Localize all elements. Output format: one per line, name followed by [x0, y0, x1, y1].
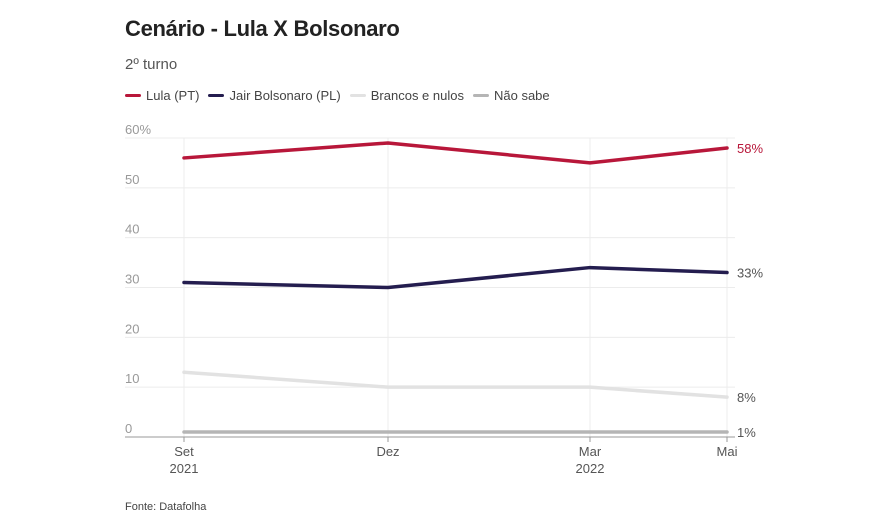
series-line — [182, 141, 729, 165]
x-tick-label: Mai — [717, 444, 738, 459]
source-note: Fonte: Datafolha — [125, 501, 207, 513]
y-tick-label: 50 — [125, 172, 139, 187]
legend-label-bolsonaro: Jair Bolsonaro (PL) — [229, 88, 341, 103]
chart-legend: Lula (PT) Jair Bolsonaro (PL) Brancos e … — [125, 88, 559, 103]
y-tick-label: 10 — [125, 371, 139, 386]
series-end-label: 1% — [737, 425, 756, 440]
series-end-label: 58% — [737, 141, 763, 156]
series-end-label: 33% — [737, 266, 763, 281]
legend-item-nao-sabe: Não sabe — [472, 88, 550, 103]
legend-swatch-lula — [125, 94, 141, 97]
y-tick-label: 0 — [125, 421, 132, 436]
chart-subtitle: 2º turno — [125, 56, 178, 73]
y-tick-label: 30 — [125, 272, 139, 287]
legend-label-nao-sabe: Não sabe — [493, 88, 550, 103]
series-line — [182, 370, 729, 399]
x-tick-label: Dez — [376, 444, 399, 459]
x-tick-label: Set — [174, 444, 194, 459]
legend-item-lula: Lula (PT) — [125, 88, 199, 103]
y-tick-label: 40 — [125, 222, 139, 237]
x-tick-label-year: 2021 — [170, 461, 199, 476]
series-end-label: 8% — [737, 390, 756, 405]
chart-title: Cenário - Lula X Bolsonaro — [125, 16, 400, 41]
legend-label-lula: Lula (PT) — [146, 88, 200, 103]
legend-swatch-brancos — [349, 94, 366, 97]
legend-item-bolsonaro: Jair Bolsonaro (PL) — [208, 88, 341, 103]
legend-label-brancos: Brancos e nulos — [370, 88, 464, 103]
legend-item-brancos: Brancos e nulos — [349, 88, 464, 103]
legend-swatch-nao-sabe — [472, 94, 489, 97]
legend-swatch-bolsonaro — [208, 94, 225, 97]
y-tick-label: 60% — [125, 122, 151, 137]
x-tick-label-year: 2022 — [576, 461, 605, 476]
x-tick-label: Mar — [579, 444, 602, 459]
series-line — [182, 265, 729, 290]
y-tick-label: 20 — [125, 321, 139, 336]
